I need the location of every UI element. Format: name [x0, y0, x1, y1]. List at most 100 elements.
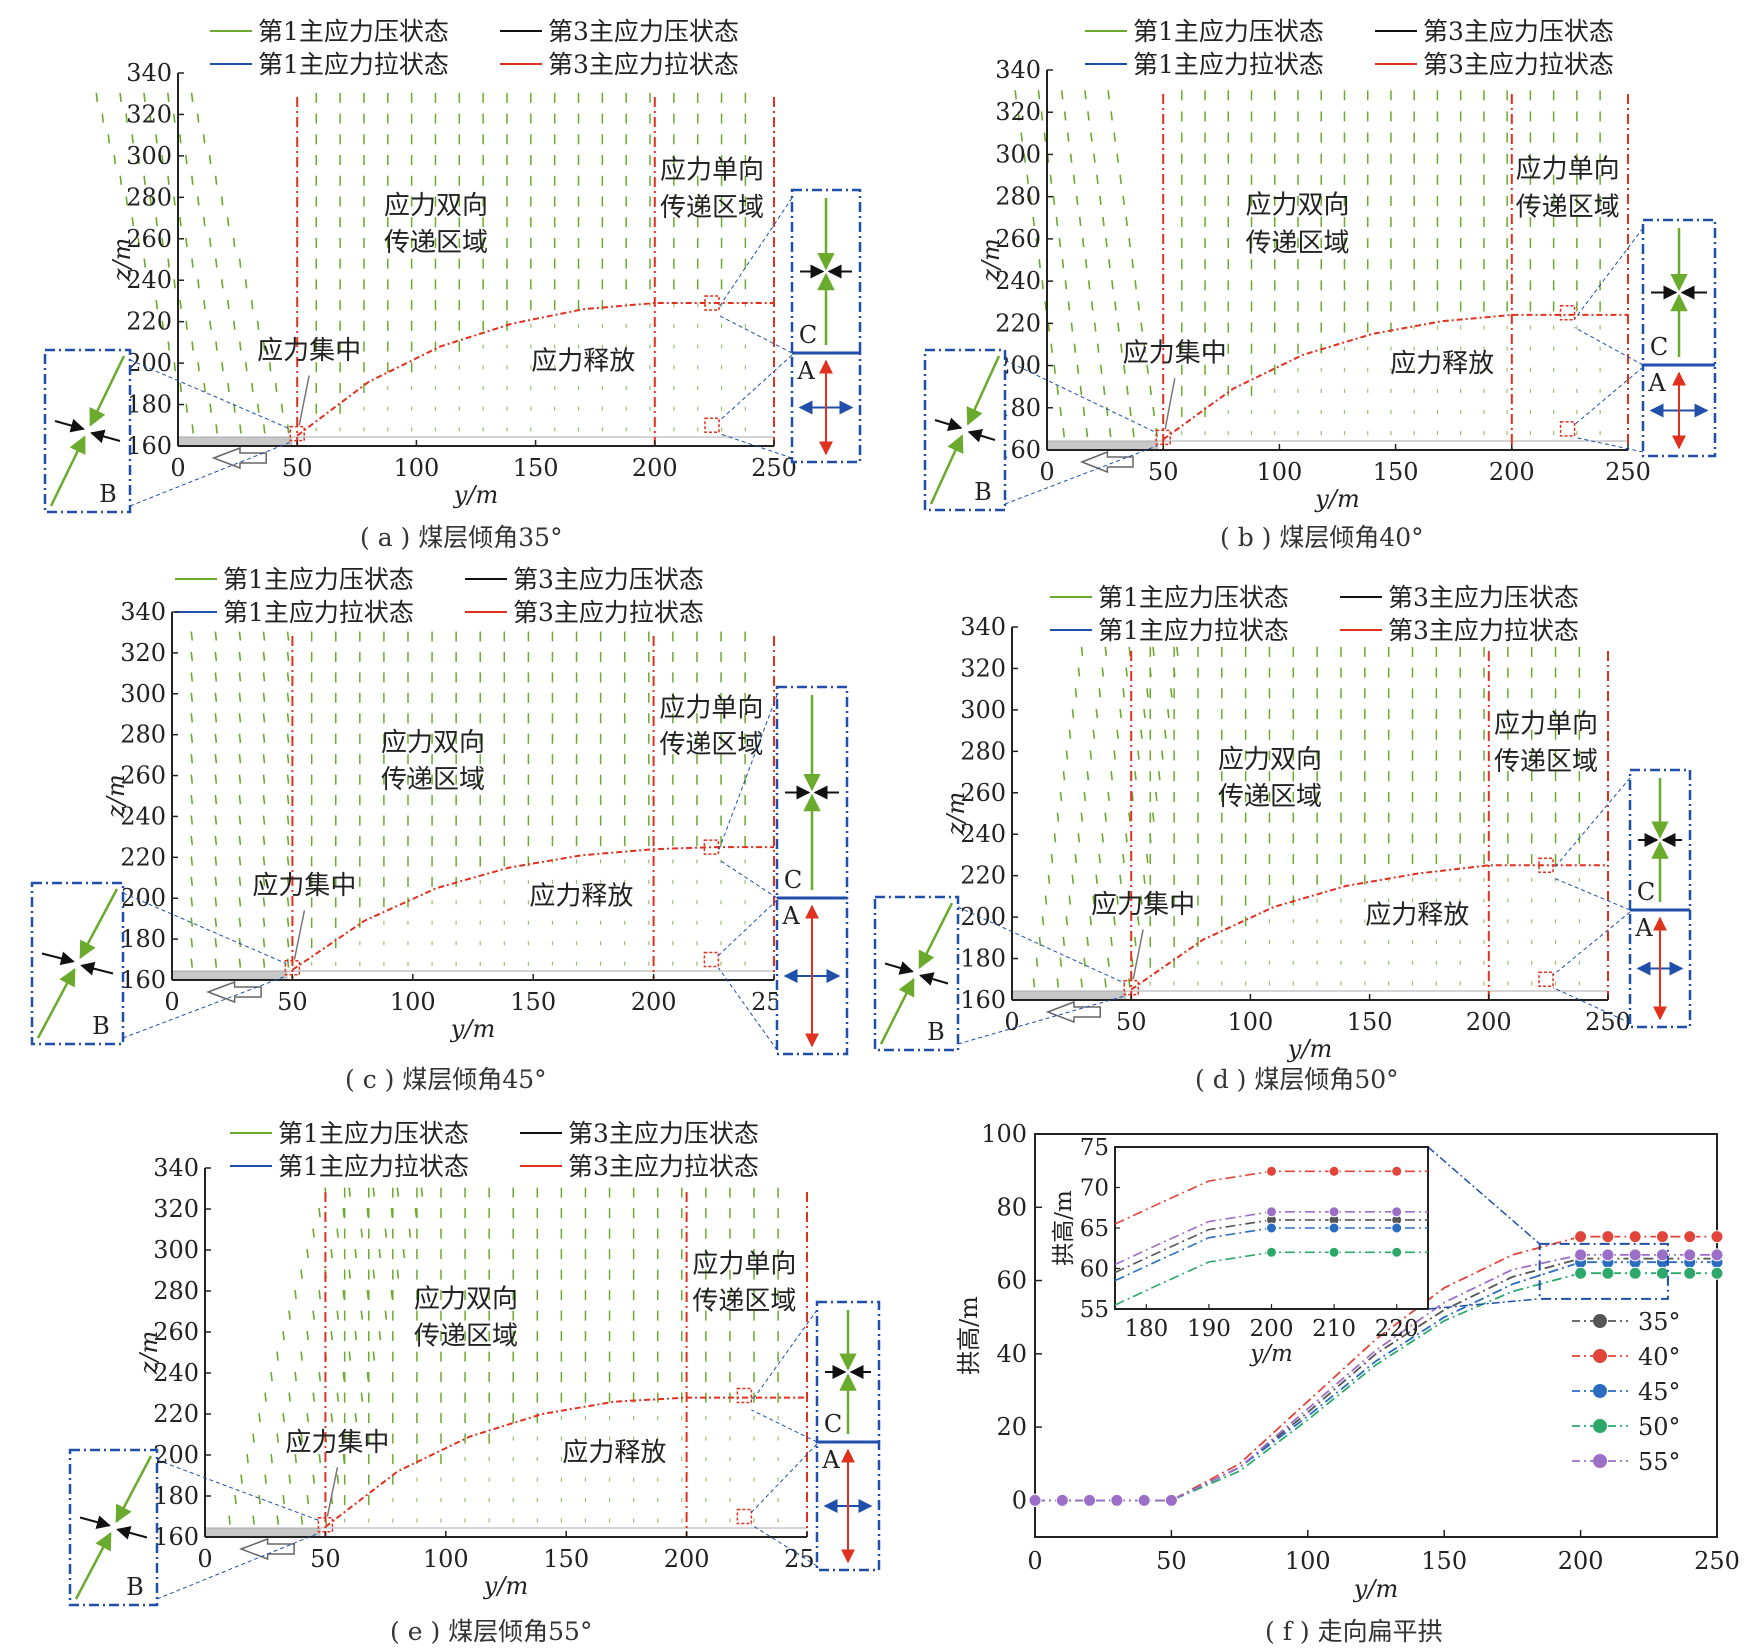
stress-vectors-b [1014, 90, 1601, 438]
stress-vector [1146, 364, 1149, 374]
stress-vector [214, 258, 218, 268]
stress-vector [384, 1310, 388, 1320]
series-point [1028, 1493, 1042, 1507]
stress-vector [286, 897, 290, 907]
y-tick-label: 200 [960, 903, 1006, 931]
stress-vector [173, 196, 176, 206]
inset-B-p3-left [41, 951, 75, 966]
stress-vectors-a [95, 92, 747, 434]
stress-vector [288, 1474, 292, 1484]
y-tick-label: 220 [960, 862, 1006, 890]
stress-vector [215, 424, 218, 434]
stress-vector [1081, 238, 1085, 248]
stress-vector [1098, 854, 1101, 864]
stress-vector [262, 424, 266, 434]
stress-vector [1122, 854, 1125, 864]
x-tick-label: 150 [513, 454, 559, 482]
x-tick-label: 0 [170, 454, 185, 482]
stress-vector [262, 733, 266, 743]
x-tick-label: 100 [423, 1545, 469, 1573]
stress-vector [250, 382, 254, 393]
series-point [1710, 1248, 1724, 1262]
stress-vector [119, 175, 123, 185]
region-label-unidirectional-2: 传递区域 [659, 730, 763, 760]
region-label-bidirectional-2: 传递区域 [414, 1321, 518, 1351]
stress-vector [232, 237, 236, 248]
stress-vector [420, 1187, 424, 1197]
legend-marker-0 [1593, 1314, 1607, 1328]
stress-vector [149, 196, 152, 206]
stress-vector [202, 134, 206, 144]
stress-vector [95, 92, 99, 102]
x-tick-label: 250 [751, 454, 797, 482]
stress-vector [1076, 364, 1080, 374]
x-tick-label: 50 [282, 454, 313, 482]
y-tick-label: 160 [960, 986, 1006, 1014]
stress-vector [1155, 791, 1158, 802]
stress-vector [173, 279, 176, 289]
arch-curve-a [296, 302, 774, 437]
y-tick-label: 180 [120, 925, 166, 953]
stress-vector [1038, 936, 1042, 947]
stress-vector [270, 1454, 273, 1464]
stress-vector [1087, 111, 1090, 121]
x-tick-label: 0 [1039, 458, 1054, 486]
stress-vector [184, 154, 188, 165]
coal-seam-c [172, 971, 288, 980]
inset-C-leader-bottom [718, 858, 778, 899]
inset-series-point [1391, 1222, 1403, 1234]
stress-vector [262, 815, 266, 825]
stress-vector [312, 1474, 316, 1484]
y-tick-label: 240 [995, 267, 1041, 295]
stress-vector [1107, 791, 1110, 802]
concentration-pointer [1132, 929, 1144, 980]
stress-vector [197, 279, 200, 289]
stress-vector [318, 1372, 322, 1382]
region-label-concentration: 应力集中 [1091, 890, 1195, 920]
stress-vector [238, 733, 242, 743]
concentration-pointer [1164, 378, 1176, 430]
stress-vector [378, 1249, 382, 1259]
inset-series-point [1391, 1165, 1403, 1177]
stress-vector [262, 692, 266, 702]
y-tick-label: 340 [960, 613, 1006, 641]
stress-vector [190, 835, 194, 846]
stress-vector [1040, 111, 1044, 121]
stress-vector [155, 300, 159, 310]
stress-vector [1116, 153, 1119, 163]
legend-marker-1 [1593, 1349, 1607, 1363]
stress-vector [214, 815, 218, 825]
region-label-unidirectional-2: 传递区域 [692, 1286, 796, 1316]
stress-vector [214, 631, 218, 641]
stress-vector [185, 320, 188, 330]
series-line-0 [1035, 1257, 1717, 1502]
stress-vector [1084, 90, 1087, 100]
stress-vector [107, 134, 111, 144]
stress-vector [286, 774, 290, 784]
stress-vector [190, 92, 194, 102]
stress-vector [125, 113, 128, 123]
stress-vector [238, 341, 242, 351]
inset-B-p3-left [934, 417, 963, 431]
stress-vector [1129, 406, 1132, 417]
probe-square-1 [736, 1387, 753, 1404]
stress-vector [1053, 364, 1056, 374]
stress-vector [262, 341, 266, 351]
marker-label-B: B [126, 1573, 144, 1601]
stress-vector [336, 1474, 340, 1484]
marker-label-C: C [1637, 878, 1655, 906]
stress-vector [262, 774, 266, 784]
stress-vector [1117, 322, 1120, 332]
region-label-concentration: 应力集中 [257, 336, 361, 366]
stress-vector [1101, 833, 1104, 843]
region-label-bidirectional-2: 传递区域 [1245, 229, 1349, 259]
stress-vector [1078, 216, 1082, 227]
region-label-unidirectional-2: 传递区域 [1516, 193, 1620, 223]
stress-vector [1104, 978, 1107, 988]
y-tick-label: 20 [996, 1413, 1027, 1441]
stress-vector [190, 938, 194, 948]
inset-series-point [1391, 1246, 1403, 1258]
stress-vector [209, 403, 212, 413]
